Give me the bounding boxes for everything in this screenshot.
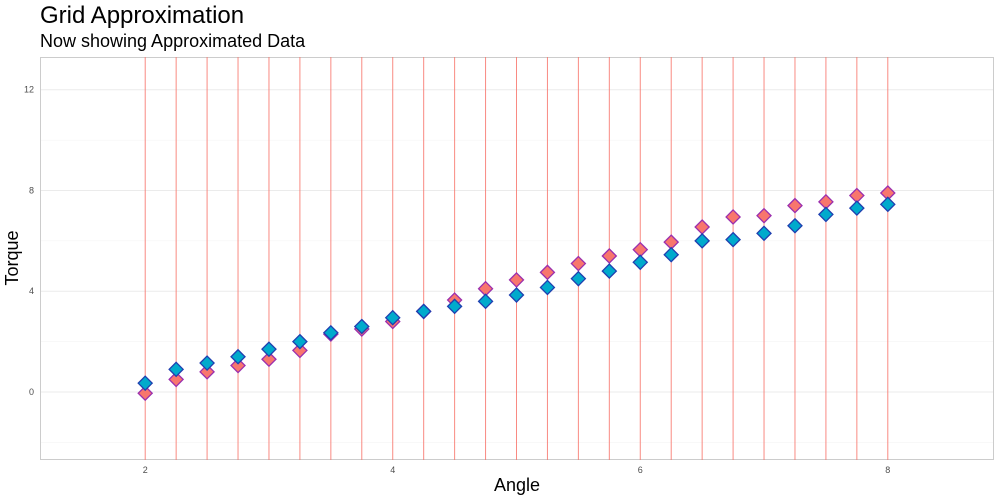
x-tick-label: 8 (885, 465, 890, 475)
data-point (137, 375, 154, 392)
data-point (168, 361, 185, 378)
data-point (508, 287, 525, 303)
chart-subtitle: Now showing Approximated Data (40, 31, 306, 51)
data-point (570, 270, 587, 287)
data-point (322, 324, 339, 341)
data-point (817, 206, 834, 223)
data-point (787, 197, 803, 214)
reference-lines-layer (144, 57, 889, 460)
data-point (261, 351, 277, 368)
data-point (199, 363, 216, 380)
data-point (137, 385, 154, 402)
data-point (539, 279, 556, 296)
data-point (756, 225, 772, 242)
y-tick-label: 4 (29, 286, 34, 296)
data-point (694, 219, 711, 235)
data-point (477, 293, 494, 310)
data-point (725, 231, 742, 248)
data-point (725, 209, 742, 225)
data-point (539, 264, 556, 281)
x-tick-label: 2 (143, 465, 148, 475)
data-point (756, 207, 772, 224)
data-point (663, 246, 680, 263)
points-layer (137, 185, 896, 402)
data-point (199, 355, 216, 371)
chart-title: Grid Approximation (40, 2, 245, 29)
data-point (291, 333, 308, 350)
data-point (230, 357, 246, 374)
x-tick-label: 6 (638, 465, 643, 475)
data-point (787, 217, 803, 234)
data-point (230, 348, 246, 365)
data-point (291, 342, 308, 359)
data-point (694, 232, 711, 249)
data-point (353, 318, 370, 335)
tick-labels-layer: 2 4 6 8 0 4 8 12 (24, 85, 890, 475)
data-point (261, 341, 277, 358)
y-axis-title: Torque (2, 230, 22, 285)
data-point (848, 200, 865, 217)
data-point (632, 254, 649, 271)
data-point (879, 196, 896, 213)
y-tick-label: 0 (29, 387, 34, 397)
x-tick-label: 4 (390, 465, 395, 475)
x-axis-title: Angle (494, 475, 540, 495)
y-tick-label: 12 (24, 85, 34, 95)
data-point (415, 303, 432, 320)
data-point (446, 298, 463, 315)
data-point (508, 271, 525, 288)
data-point (601, 248, 618, 264)
y-tick-label: 8 (29, 185, 34, 195)
data-point (384, 309, 401, 326)
data-point (570, 255, 587, 272)
data-point (168, 371, 185, 388)
data-point (601, 263, 618, 280)
